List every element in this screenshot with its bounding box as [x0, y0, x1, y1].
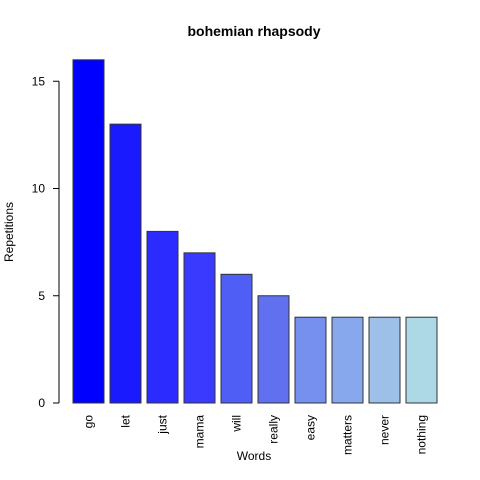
chart-title: bohemian rhapsody	[187, 23, 320, 39]
bar-really	[257, 295, 290, 404]
x-tick-label: go	[82, 415, 96, 429]
x-tick-label: never	[378, 415, 392, 445]
y-tick-label: 10	[32, 182, 46, 196]
x-tick-label: easy	[304, 415, 318, 440]
y-axis-label: Repetitions	[2, 202, 16, 262]
x-tick-label: just	[156, 414, 170, 434]
y-tick-label: 0	[38, 396, 45, 410]
bar-nothing	[405, 316, 438, 404]
plot-area: 0 5 10 15 go let just mama will really easy matters…	[32, 59, 438, 455]
x-tick-label: let	[119, 414, 133, 427]
x-tick-label: will	[230, 415, 244, 433]
bar-mama	[183, 252, 216, 404]
bar-easy	[294, 316, 327, 404]
bar-let	[109, 123, 142, 404]
x-tick-label: matters	[341, 415, 355, 455]
bar-just	[146, 230, 179, 404]
y-tick-label: 5	[38, 289, 45, 303]
bar-go	[72, 59, 105, 404]
x-tick-label: really	[267, 415, 281, 444]
x-tick-label: mama	[193, 415, 207, 449]
x-axis-label: Words	[237, 449, 271, 463]
bar-will	[220, 273, 253, 404]
bar-never	[368, 316, 401, 404]
y-tick-label: 15	[32, 74, 46, 88]
x-tick-label: nothing	[415, 415, 429, 454]
bar-matters	[331, 316, 364, 404]
